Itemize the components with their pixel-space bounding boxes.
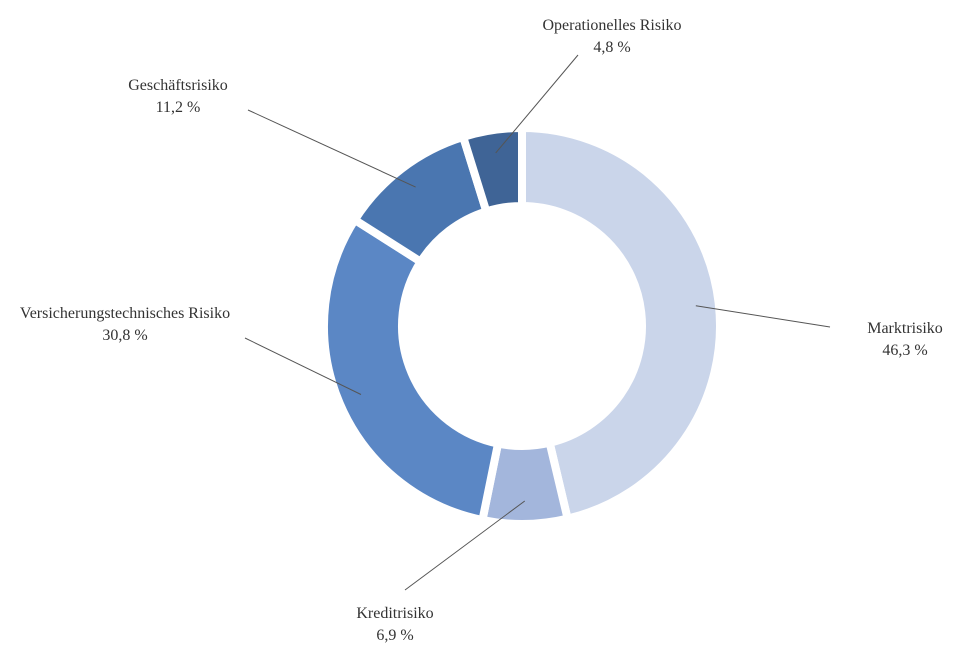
slice-label: Marktrisiko 46,3 % — [845, 318, 965, 362]
value-label: 4,8 % — [593, 39, 631, 56]
slice-label: Geschäftsrisiko 11,2 % — [78, 75, 278, 119]
leader-line — [247, 109, 416, 188]
donut-segment — [458, 123, 526, 217]
category-label: Kreditrisiko — [356, 605, 434, 622]
value-label: 11,2 % — [155, 99, 201, 116]
category-label: Geschäftsrisiko — [128, 77, 228, 94]
leader-line — [404, 500, 526, 591]
donut-segment — [518, 123, 725, 524]
value-label: 30,8 % — [102, 327, 148, 344]
leader-line — [244, 337, 362, 395]
category-label: Operationelles Risiko — [542, 17, 682, 34]
value-label: 46,3 % — [882, 342, 928, 359]
donut-segment — [320, 214, 503, 525]
slice-label: Kreditrisiko 6,9 % — [315, 603, 475, 647]
leader-line — [495, 54, 579, 154]
leader-line — [695, 305, 831, 328]
slice-label: Operationelles Risiko 4,8 % — [502, 15, 722, 59]
category-label: Versicherungstechnisches Risiko — [19, 305, 231, 322]
slice-label: Versicherungstechnisches Risiko 30,8 % — [5, 303, 245, 347]
category-label: Marktrisiko — [867, 320, 943, 337]
value-label: 6,9 % — [376, 627, 414, 644]
